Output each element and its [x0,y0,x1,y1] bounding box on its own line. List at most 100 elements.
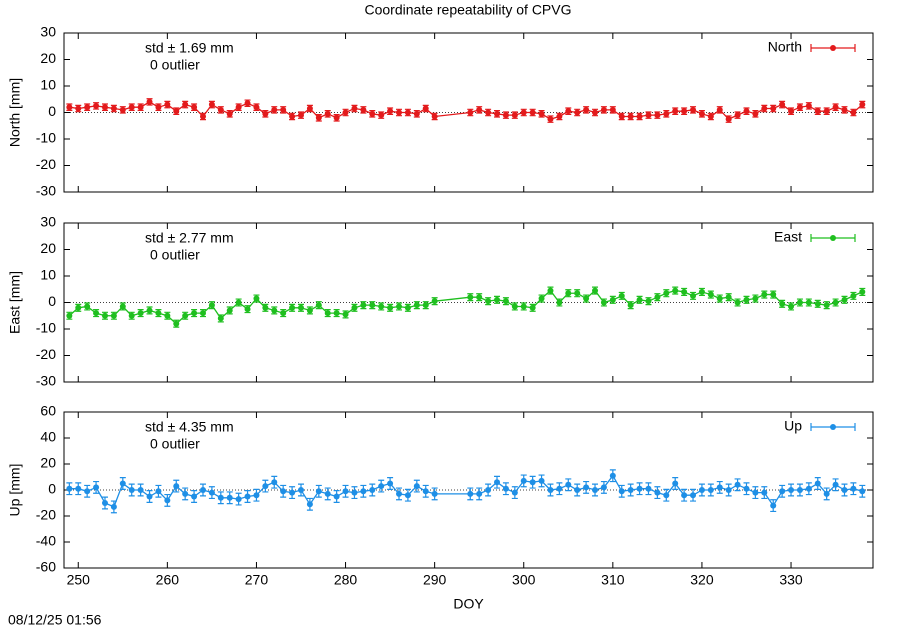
point [119,480,126,487]
point [155,310,162,317]
point [342,488,349,495]
point [208,302,215,309]
point [262,110,269,117]
point [164,312,171,319]
point [592,287,599,294]
point [707,291,714,298]
point [796,299,803,306]
point [788,108,795,115]
point [734,481,741,488]
x-tick-label: 260 [156,572,180,588]
point [672,287,679,294]
point [520,109,527,116]
point [600,106,607,113]
point [289,489,296,496]
y-tick-label: -30 [36,373,56,389]
point [850,292,857,299]
point [636,296,643,303]
point [297,487,304,493]
point [814,480,821,487]
point [191,493,198,500]
point [387,108,394,115]
point [137,104,144,111]
legend-label: East [774,229,802,245]
point [645,485,652,492]
point [360,302,367,309]
point [823,108,830,115]
point [93,310,100,317]
point [66,485,73,492]
point [66,312,73,319]
point [404,492,411,499]
point [208,101,215,108]
point [752,489,759,496]
point [636,113,643,120]
point [565,108,572,115]
point [137,310,144,317]
point [84,303,91,310]
point [859,488,866,495]
point [725,294,732,301]
point [199,113,206,120]
point [191,104,198,111]
point [253,295,260,302]
point [511,303,518,310]
legend-marker [830,235,836,241]
point [583,295,590,302]
point [110,503,117,510]
point [235,299,242,306]
point [654,489,661,496]
point [476,294,483,301]
point [333,310,340,317]
point [707,113,714,120]
point [226,307,233,314]
point [93,484,100,491]
point [529,109,536,116]
point [672,480,679,487]
point [476,490,483,497]
point [369,110,376,117]
point [404,109,411,116]
point [324,110,331,117]
point [743,485,750,492]
point [600,299,607,306]
y-tick-label: -20 [36,346,56,362]
point [333,493,340,500]
point [583,106,590,113]
point [636,485,643,492]
point [805,299,812,306]
legend-label: Up [784,418,802,434]
point [698,487,705,493]
x-tick-label: 280 [334,572,358,588]
point [119,303,126,310]
point [271,307,278,314]
point [698,110,705,117]
point [547,287,554,294]
point [788,303,795,310]
point [832,299,839,306]
point [119,106,126,113]
point [182,101,189,108]
point [93,102,100,109]
point [663,110,670,117]
point [467,490,474,497]
point [173,108,180,115]
point [725,116,732,123]
point [761,105,768,112]
point [235,104,242,111]
point [75,485,82,492]
point [485,487,492,493]
point [110,312,117,319]
point [351,489,358,496]
series-line [68,289,863,325]
point [529,479,536,486]
point [253,104,260,111]
point [841,296,848,303]
point [494,479,501,486]
point [360,106,367,113]
point [592,487,599,493]
x-axis-label: DOY [453,596,484,612]
point [324,310,331,317]
point [805,485,812,492]
point [565,290,572,297]
